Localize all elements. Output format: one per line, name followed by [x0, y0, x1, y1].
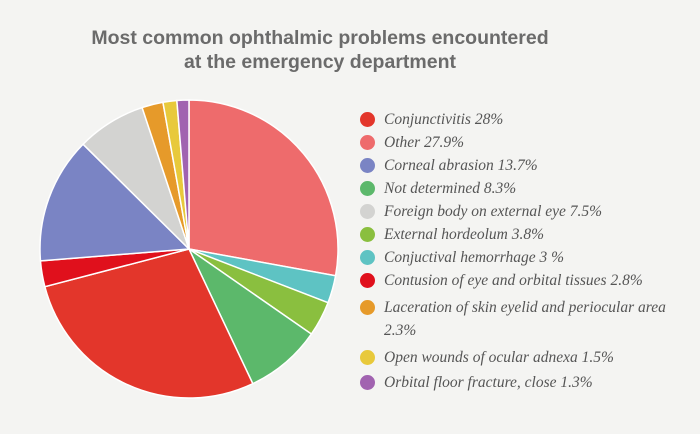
legend-swatch	[360, 350, 375, 365]
legend-swatch	[360, 250, 375, 265]
pie-slice-0	[43, 248, 254, 399]
legend-label: Conjunctivitis 28%	[384, 111, 504, 128]
legend-item: Open wounds of ocular adnexa 1.5%	[360, 346, 690, 369]
legend-item: Conjuctival hemorrhage 3 %	[360, 246, 690, 269]
legend-swatch	[360, 181, 375, 196]
chart-title-line-2: at the emergency department	[183, 51, 456, 73]
legend-label: Conjuctival hemorrhage 3 %	[384, 249, 565, 266]
legend-label: Not determined 8.3%	[384, 180, 517, 197]
chart-title: Most common ophthalmic problems encounte…	[0, 26, 640, 74]
pie-slice-10	[176, 99, 190, 250]
legend-label: Contusion of eye and orbital tissues 2.8…	[384, 272, 643, 289]
legend: Conjunctivitis 28% Other 27.9% Corneal abr…	[360, 108, 690, 394]
legend-swatch	[360, 135, 375, 150]
legend-label: Foreign body on external eye 7.5%	[384, 203, 603, 220]
legend-label: Laceration of skin eyelid and periocular…	[384, 299, 666, 339]
legend-label: Open wounds of ocular adnexa 1.5%	[384, 349, 614, 366]
legend-label: Other 27.9%	[384, 134, 465, 151]
pie-slice-2	[39, 143, 191, 262]
legend-label: External hordeolum 3.8%	[384, 226, 544, 243]
legend-swatch	[360, 227, 375, 242]
legend-item: Orbital floor fracture, close 1.3%	[360, 371, 690, 394]
legend-item: Corneal abrasion 13.7%	[360, 154, 690, 177]
legend-swatch	[360, 273, 375, 288]
legend-label: Corneal abrasion 13.7%	[384, 157, 538, 174]
legend-item: Conjunctivitis 28%	[360, 108, 690, 131]
legend-swatch	[360, 204, 375, 219]
chart-title-line-1: Most common ophthalmic problems encounte…	[91, 27, 549, 49]
legend-label: Orbital floor fracture, close 1.3%	[384, 374, 593, 391]
legend-item: Laceration of skin eyelid and periocular…	[360, 296, 690, 342]
legend-swatch	[360, 375, 375, 390]
legend-swatch	[360, 158, 375, 173]
legend-swatch	[360, 300, 375, 315]
legend-item: Other 27.9%	[360, 131, 690, 154]
legend-item: Foreign body on external eye 7.5%	[360, 200, 690, 223]
legend-item: Not determined 8.3%	[360, 177, 690, 200]
legend-item: External hordeolum 3.8%	[360, 223, 690, 246]
pie-slice-1	[188, 99, 339, 277]
legend-swatch	[360, 112, 375, 127]
legend-item: Contusion of eye and orbital tissues 2.8…	[360, 269, 690, 292]
